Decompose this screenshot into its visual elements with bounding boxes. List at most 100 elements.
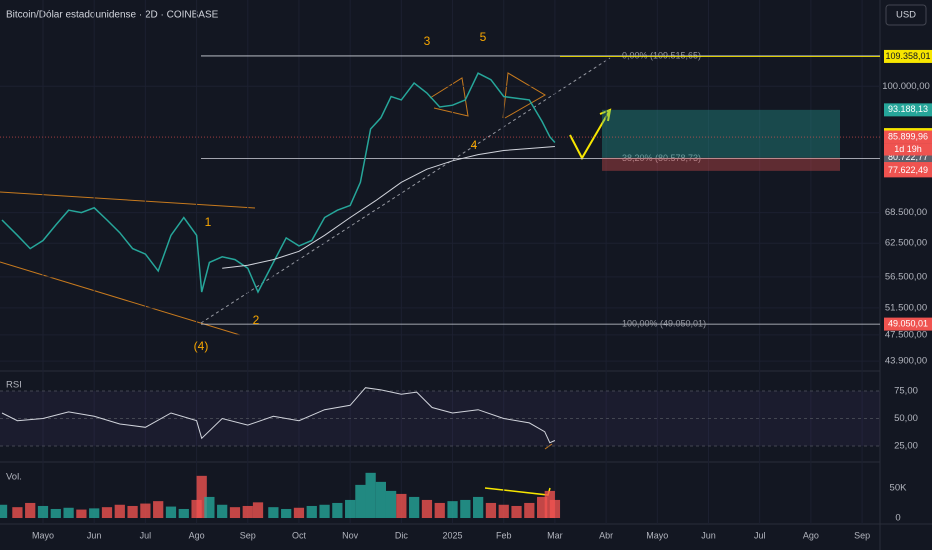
x-tick-label: Jul <box>754 530 766 540</box>
countdown-tag <box>884 143 932 156</box>
y-tick-label: 47.500,00 <box>885 329 927 340</box>
x-tick-label: Abr <box>599 530 613 540</box>
projection-arrow-head <box>599 108 612 122</box>
target-zone <box>602 109 840 158</box>
x-tick-label: Nov <box>342 530 359 540</box>
volume-bar <box>409 496 420 519</box>
y-tick-label: 68.500,00 <box>885 207 927 218</box>
x-tick-label: 2025 <box>443 530 463 540</box>
countdown: 1d 19h <box>894 144 922 154</box>
volume-bar <box>50 508 61 519</box>
volume-bar <box>375 481 386 519</box>
volume-bar <box>498 504 509 519</box>
price-tag <box>884 49 932 63</box>
volume-bar <box>76 509 87 519</box>
volume-bar <box>332 502 343 519</box>
x-tick-label: Ago <box>189 530 205 540</box>
volume-bar <box>306 505 317 519</box>
volume-bar <box>114 504 125 519</box>
wave-label: 4 <box>471 138 478 152</box>
volume-bar <box>293 507 305 519</box>
currency-button[interactable] <box>885 4 927 26</box>
x-tick-label: Sep <box>854 530 870 540</box>
wedge-pattern <box>502 72 546 119</box>
volume-bar <box>25 502 36 519</box>
volume-bar <box>242 505 253 519</box>
volume-bar <box>229 507 241 519</box>
volume-bar <box>281 508 292 519</box>
stop-zone <box>602 157 840 171</box>
volume-bar <box>63 507 74 519</box>
y-tick-label: 62.500,00 <box>885 238 927 249</box>
volume-bar <box>421 499 433 519</box>
price-tag-label: 77.622,49 <box>888 165 928 175</box>
volume-bar <box>89 508 100 519</box>
volume-bar <box>473 496 484 519</box>
volume-bar <box>537 496 548 519</box>
y-tick-label: 43.900,00 <box>885 356 927 367</box>
volume-bar <box>252 502 264 519</box>
volume-bar <box>460 499 471 519</box>
wave-label: 1 <box>205 215 212 229</box>
volume-bar <box>37 505 49 519</box>
volume-bar <box>153 501 164 519</box>
x-tick-label: Feb <box>496 530 512 540</box>
y-tick-label: 51.500,00 <box>885 302 927 313</box>
volume-bar <box>268 507 279 519</box>
rsi-tick-label: 50,00 <box>894 413 918 424</box>
y-tick-label: 56.500,00 <box>885 271 927 282</box>
volume-tick-label: 0 <box>895 513 900 524</box>
price-tag <box>884 164 932 178</box>
wave-label: 5 <box>480 30 487 44</box>
volume-label: Vol. <box>6 472 22 483</box>
x-tick-label: Ago <box>803 530 819 540</box>
wedge-pattern <box>429 77 469 117</box>
volume-bar <box>12 507 23 519</box>
volume-tick-label: 50K <box>890 482 908 493</box>
price-tag-label: 93.188,13 <box>888 104 928 114</box>
rsi-tick-label: 25,00 <box>894 441 918 452</box>
volume-bar <box>196 475 207 519</box>
volume-bar <box>178 508 189 519</box>
x-tick-label: Jun <box>701 530 716 540</box>
rsi-line <box>1 387 556 444</box>
volume-bar <box>165 506 177 519</box>
moving-average <box>222 146 555 269</box>
volume-bar <box>447 501 458 519</box>
volume-bar <box>549 499 561 519</box>
volume-bar <box>385 490 397 519</box>
y-tick-label: 100.000,00 <box>882 81 930 92</box>
volume-bar <box>0 504 8 519</box>
volume-bar <box>355 484 366 519</box>
x-tick-label: Mayo <box>32 530 54 540</box>
wedge-line <box>0 261 241 336</box>
wave-label: (4) <box>194 339 209 353</box>
volume-bar <box>127 505 138 519</box>
volume-bar <box>101 507 113 519</box>
price-tag-label: 49.050,01 <box>888 318 928 328</box>
x-tick-label: Jun <box>87 530 102 540</box>
volume-bar <box>485 502 497 519</box>
currency-label[interactable]: USD <box>896 10 916 21</box>
price-tag <box>884 130 932 144</box>
volume-bar <box>365 472 376 519</box>
fib-label: 100,00% (49.050,01) <box>622 318 706 328</box>
wave-label: 2 <box>253 313 260 327</box>
x-tick-label: Sep <box>240 530 256 540</box>
volume-bar <box>511 505 522 519</box>
wedge-line <box>0 191 256 209</box>
volume-bar <box>217 504 228 519</box>
chart-title: Bitcoin/Dólar estadounidense · 2D · COIN… <box>6 10 219 21</box>
volume-bar <box>345 499 356 519</box>
volume-bar <box>524 502 535 519</box>
volume-bar <box>140 503 151 519</box>
rsi-tick-label: 75,00 <box>894 386 918 397</box>
x-tick-label: Oct <box>292 530 307 540</box>
price-tag <box>884 103 932 117</box>
price-tag-label: 85.899,96 <box>888 131 928 141</box>
volume-bar <box>396 493 407 519</box>
price-tag-label: 109.358,01 <box>885 51 930 61</box>
fib-label: 0,00% (109.515,65) <box>622 50 701 60</box>
